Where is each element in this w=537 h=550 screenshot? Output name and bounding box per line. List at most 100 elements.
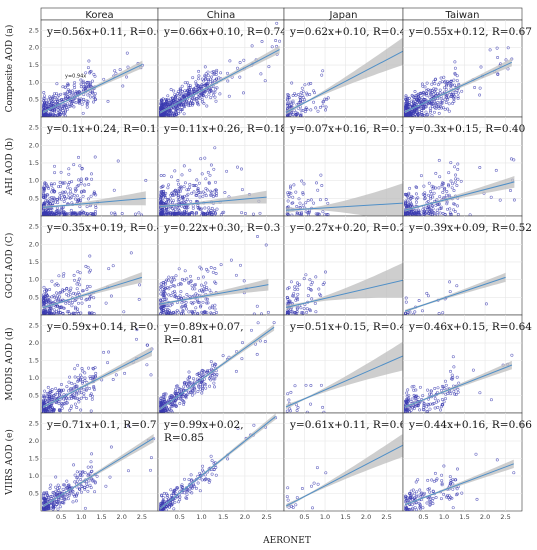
- data-point: [438, 195, 442, 199]
- data-point: [430, 184, 434, 188]
- data-point: [89, 95, 92, 99]
- data-point: [215, 77, 219, 81]
- data-point: [59, 193, 63, 197]
- y-tick-label: 0.5: [29, 293, 39, 301]
- data-point: [71, 500, 75, 504]
- data-point: [173, 391, 177, 395]
- data-point: [180, 89, 184, 93]
- data-point: [306, 294, 310, 298]
- data-point: [437, 312, 441, 315]
- data-point: [179, 103, 183, 107]
- data-point: [404, 95, 408, 99]
- data-point: [50, 196, 54, 199]
- data-point: [75, 493, 79, 497]
- y-tick-label: 1.5: [29, 61, 39, 69]
- data-point: [214, 473, 218, 477]
- data-point: [42, 311, 46, 315]
- x-tick-label: 2.5: [137, 513, 147, 521]
- data-point: [93, 92, 97, 96]
- data-point: [270, 45, 274, 49]
- data-point: [70, 489, 74, 493]
- data-point: [407, 397, 410, 400]
- data-point: [89, 194, 93, 198]
- data-point: [238, 75, 242, 79]
- data-point: [70, 93, 74, 97]
- data-point: [301, 90, 305, 94]
- data-point: [159, 194, 163, 198]
- data-point: [410, 104, 414, 108]
- data-point: [166, 197, 170, 201]
- data-point: [89, 212, 93, 216]
- data-point: [406, 388, 410, 392]
- y-tick-label: 0.5: [29, 96, 39, 104]
- data-point: [169, 488, 173, 492]
- y-tick-label: 2.0: [29, 44, 39, 52]
- data-point: [211, 270, 215, 274]
- data-point: [179, 395, 183, 398]
- data-point: [61, 487, 65, 491]
- data-point: [206, 213, 209, 216]
- data-point: [46, 408, 49, 412]
- data-point: [162, 309, 166, 313]
- data-point: [227, 94, 231, 98]
- data-point: [316, 482, 320, 486]
- data-point: [446, 207, 449, 211]
- data-point: [195, 178, 199, 182]
- data-point: [293, 288, 297, 292]
- data-point: [312, 481, 316, 485]
- data-point: [301, 96, 305, 99]
- data-point: [67, 172, 71, 176]
- y-tick-label: 2.0: [29, 141, 39, 149]
- data-point: [324, 108, 327, 112]
- x-tick-label: 0.5: [418, 513, 428, 521]
- data-point: [189, 274, 192, 278]
- data-point: [436, 101, 440, 104]
- data-point: [431, 496, 435, 500]
- data-point: [159, 102, 163, 106]
- data-point: [297, 100, 301, 104]
- data-point: [417, 97, 421, 100]
- data-point: [91, 479, 95, 483]
- data-point: [430, 82, 434, 86]
- data-point: [51, 502, 55, 506]
- data-point: [204, 177, 208, 181]
- data-point: [305, 310, 309, 314]
- data-point: [300, 93, 304, 97]
- data-point: [454, 173, 458, 177]
- data-point: [210, 70, 214, 74]
- data-point: [171, 402, 175, 406]
- data-point: [72, 463, 76, 467]
- data-point: [42, 188, 46, 192]
- data-point: [72, 105, 76, 109]
- data-point: [452, 78, 456, 82]
- data-point: [512, 198, 516, 202]
- data-point: [414, 185, 418, 189]
- data-point: [42, 213, 46, 216]
- data-point: [161, 103, 165, 107]
- data-point: [286, 296, 290, 300]
- data-point: [93, 480, 97, 484]
- data-point: [411, 210, 415, 214]
- data-point: [445, 202, 449, 206]
- data-point: [173, 394, 177, 398]
- data-point: [321, 69, 325, 73]
- data-point: [182, 185, 186, 189]
- data-point: [425, 291, 429, 295]
- data-point: [494, 168, 498, 172]
- data-point: [430, 90, 434, 94]
- data-point: [196, 77, 200, 81]
- data-point: [286, 96, 289, 100]
- data-point: [183, 181, 187, 185]
- data-point: [169, 88, 173, 91]
- data-point: [414, 494, 418, 498]
- row-label-0: Composite AOD (a): [4, 25, 15, 113]
- data-point: [72, 100, 76, 104]
- data-point: [512, 158, 516, 162]
- data-point: [438, 81, 442, 85]
- data-point: [304, 201, 308, 205]
- data-point: [439, 97, 443, 101]
- data-point: [434, 496, 438, 499]
- data-point: [418, 109, 421, 113]
- data-point: [428, 407, 432, 411]
- data-point: [47, 504, 51, 508]
